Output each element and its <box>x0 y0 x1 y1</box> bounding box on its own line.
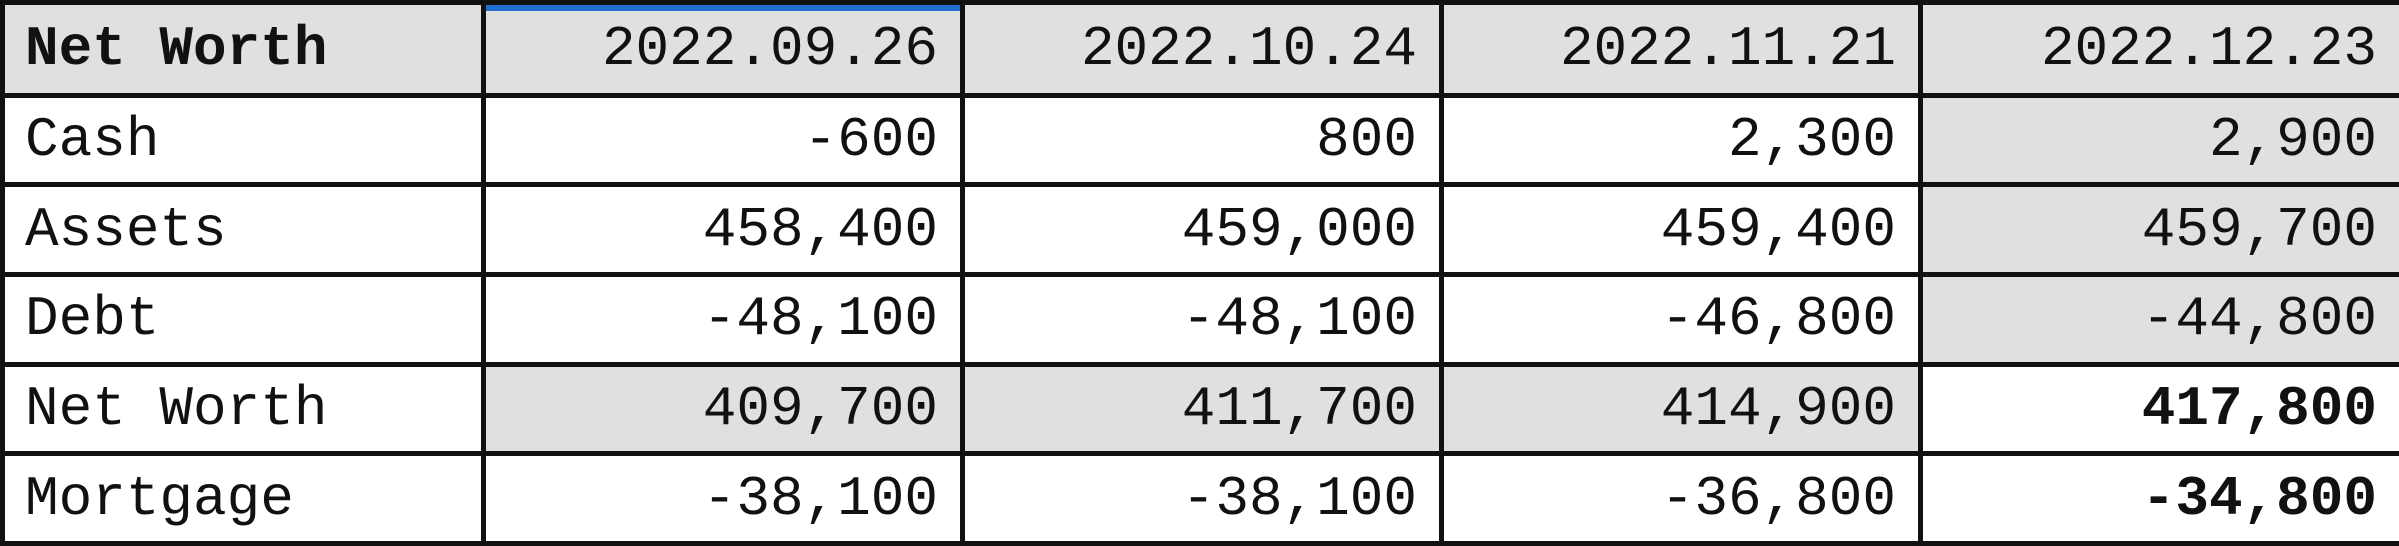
header-date-cell[interactable]: 2022.10.24 <box>960 0 1444 98</box>
value-cell[interactable]: -48,100 <box>960 271 1444 367</box>
row-label-cell[interactable]: Assets <box>0 182 486 277</box>
value-cell[interactable]: -46,800 <box>1439 271 1923 367</box>
row-label-cell[interactable]: Mortgage <box>0 451 486 546</box>
value-cell[interactable]: -34,800 <box>1918 451 2399 546</box>
value-cell[interactable]: -38,100 <box>481 451 965 546</box>
value-cell[interactable]: 459,400 <box>1439 182 1923 277</box>
table-row-assets: Assets 458,400 459,000 459,400 459,700 <box>0 182 2399 277</box>
value-cell[interactable]: 411,700 <box>960 361 1444 457</box>
value-cell[interactable]: 459,700 <box>1918 182 2399 277</box>
value-cell[interactable]: 800 <box>960 92 1444 188</box>
value-cell[interactable]: 459,000 <box>960 182 1444 277</box>
value-cell[interactable]: 2,900 <box>1918 92 2399 188</box>
row-label-cell[interactable]: Debt <box>0 271 486 367</box>
value-cell[interactable]: 417,800 <box>1918 361 2399 457</box>
header-date-cell[interactable]: 2022.11.21 <box>1439 0 1923 98</box>
row-label-cell[interactable]: Net Worth <box>0 361 486 457</box>
row-label-cell[interactable]: Cash <box>0 92 486 188</box>
value-cell[interactable]: 414,900 <box>1439 361 1923 457</box>
table-row-net-worth: Net Worth 409,700 411,700 414,900 417,80… <box>0 361 2399 457</box>
value-cell[interactable]: -48,100 <box>481 271 965 367</box>
value-cell[interactable]: -44,800 <box>1918 271 2399 367</box>
table-row-mortgage: Mortgage -38,100 -38,100 -36,800 -34,800 <box>0 451 2399 546</box>
header-date-cell[interactable]: 2022.12.23 <box>1918 0 2399 98</box>
value-cell[interactable]: -600 <box>481 92 965 188</box>
value-cell[interactable]: -38,100 <box>960 451 1444 546</box>
value-cell[interactable]: 409,700 <box>481 361 965 457</box>
value-cell[interactable]: 458,400 <box>481 182 965 277</box>
header-row: Net Worth 2022.09.26 2022.10.24 2022.11.… <box>0 0 2399 98</box>
table-row-debt: Debt -48,100 -48,100 -46,800 -44,800 <box>0 271 2399 367</box>
header-label-cell[interactable]: Net Worth <box>0 0 486 98</box>
value-cell[interactable]: -36,800 <box>1439 451 1923 546</box>
table-row-cash: Cash -600 800 2,300 2,900 <box>0 92 2399 188</box>
header-date-cell[interactable]: 2022.09.26 <box>481 0 965 98</box>
value-cell[interactable]: 2,300 <box>1439 92 1923 188</box>
